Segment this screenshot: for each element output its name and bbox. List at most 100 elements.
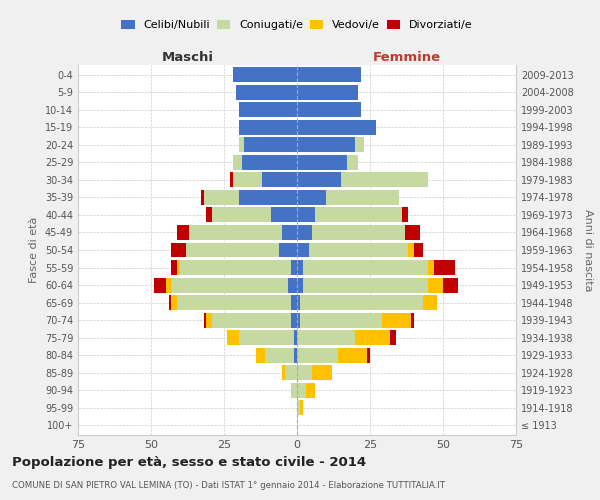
Bar <box>239 120 297 134</box>
Bar <box>227 330 239 345</box>
Bar <box>297 242 308 258</box>
Bar <box>294 330 297 345</box>
Bar <box>297 295 300 310</box>
Bar <box>294 348 297 362</box>
Bar <box>355 138 364 152</box>
Bar <box>297 84 358 100</box>
Bar <box>242 155 297 170</box>
Bar <box>341 172 428 188</box>
Bar <box>291 260 297 275</box>
Bar <box>402 208 408 222</box>
Bar <box>297 208 314 222</box>
Bar <box>303 278 428 292</box>
Bar <box>300 312 382 328</box>
Bar <box>297 172 341 188</box>
Bar <box>271 208 297 222</box>
Bar <box>297 225 311 240</box>
Text: Femmine: Femmine <box>373 51 440 64</box>
Bar <box>297 260 303 275</box>
Bar <box>239 190 297 205</box>
Bar <box>297 330 355 345</box>
Bar <box>177 260 180 275</box>
Bar <box>206 208 212 222</box>
Bar <box>382 312 411 328</box>
Bar <box>428 278 443 292</box>
Bar <box>297 383 306 398</box>
Bar <box>306 383 314 398</box>
Bar <box>154 278 166 292</box>
Bar <box>297 190 326 205</box>
Bar <box>212 208 271 222</box>
Bar <box>297 102 361 117</box>
Bar <box>172 295 177 310</box>
Bar <box>338 348 367 362</box>
Bar <box>326 190 399 205</box>
Bar <box>283 225 297 240</box>
Bar <box>200 190 203 205</box>
Bar <box>186 242 280 258</box>
Bar <box>239 102 297 117</box>
Bar <box>303 260 428 275</box>
Bar <box>297 155 347 170</box>
Bar <box>189 225 283 240</box>
Bar <box>434 260 455 275</box>
Bar <box>239 330 294 345</box>
Bar <box>169 295 172 310</box>
Bar <box>411 312 414 328</box>
Bar <box>291 383 297 398</box>
Bar <box>355 330 391 345</box>
Bar <box>239 138 244 152</box>
Bar <box>297 366 311 380</box>
Bar <box>230 172 233 188</box>
Bar <box>297 348 338 362</box>
Bar <box>233 67 297 82</box>
Bar <box>180 260 291 275</box>
Bar <box>288 278 297 292</box>
Bar <box>443 278 458 292</box>
Bar <box>172 278 288 292</box>
Bar <box>172 260 177 275</box>
Bar <box>428 260 434 275</box>
Y-axis label: Anni di nascita: Anni di nascita <box>583 209 593 291</box>
Bar <box>265 348 294 362</box>
Bar <box>300 295 422 310</box>
Bar <box>414 242 422 258</box>
Bar <box>297 120 376 134</box>
Bar <box>244 138 297 152</box>
Text: COMUNE DI SAN PIETRO VAL LEMINA (TO) - Dati ISTAT 1° gennaio 2014 - Elaborazione: COMUNE DI SAN PIETRO VAL LEMINA (TO) - D… <box>12 480 445 490</box>
Bar <box>233 172 262 188</box>
Bar <box>297 400 300 415</box>
Y-axis label: Fasce di età: Fasce di età <box>29 217 39 283</box>
Bar <box>177 295 291 310</box>
Bar <box>280 242 297 258</box>
Text: Maschi: Maschi <box>161 51 214 64</box>
Bar <box>297 67 361 82</box>
Bar <box>166 278 172 292</box>
Bar <box>206 312 212 328</box>
Bar <box>367 348 370 362</box>
Bar <box>300 400 303 415</box>
Bar <box>203 190 239 205</box>
Bar <box>311 225 405 240</box>
Bar <box>391 330 396 345</box>
Bar <box>405 225 419 240</box>
Bar <box>314 208 402 222</box>
Legend: Celibi/Nubili, Coniugati/e, Vedovi/e, Divorziati/e: Celibi/Nubili, Coniugati/e, Vedovi/e, Di… <box>117 15 477 34</box>
Bar <box>236 84 297 100</box>
Bar <box>172 242 186 258</box>
Bar <box>297 278 303 292</box>
Bar <box>347 155 358 170</box>
Bar <box>212 312 291 328</box>
Bar <box>408 242 414 258</box>
Bar <box>308 242 408 258</box>
Bar <box>286 366 297 380</box>
Bar <box>291 295 297 310</box>
Bar <box>203 312 206 328</box>
Bar <box>422 295 437 310</box>
Bar <box>291 312 297 328</box>
Text: Popolazione per età, sesso e stato civile - 2014: Popolazione per età, sesso e stato civil… <box>12 456 366 469</box>
Bar <box>256 348 265 362</box>
Bar <box>297 312 300 328</box>
Bar <box>283 366 286 380</box>
Bar <box>177 225 189 240</box>
